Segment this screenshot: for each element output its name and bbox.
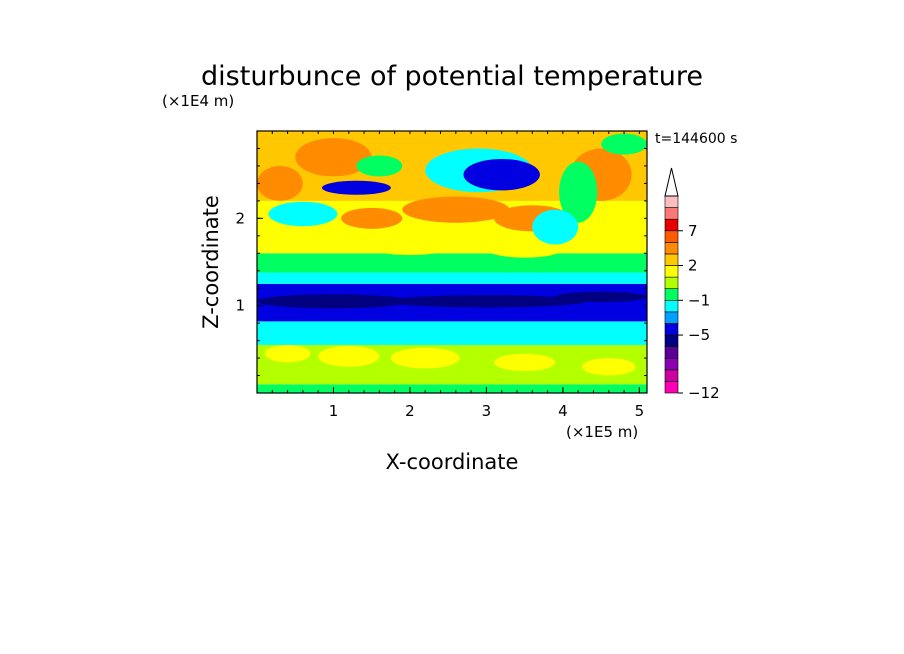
contour-blob (356, 155, 403, 177)
contour-blob (257, 165, 303, 201)
colorbar-swatch (664, 357, 679, 371)
colorbar-swatch (664, 381, 679, 394)
x-tick-label: 5 (635, 402, 645, 420)
contour-blob (318, 345, 380, 367)
contour-blob (559, 161, 598, 223)
colorbar-swatch (664, 218, 679, 232)
field-band (257, 321, 647, 345)
colorbar-swatch (664, 334, 679, 347)
colorbar-swatch (664, 299, 679, 313)
contour-blob (494, 353, 556, 372)
x-axis: 1 2 3 4 5 (271, 131, 645, 420)
contour-blob (390, 347, 460, 369)
x-unit-label: (×1E5 m) (566, 423, 638, 441)
plot-frame (256, 130, 648, 394)
x-tick-label: 4 (558, 402, 568, 420)
field-band (257, 272, 647, 284)
contour-blob (364, 234, 456, 256)
contour-blob (601, 133, 647, 155)
x-tick-label: 2 (405, 402, 415, 420)
contour-blob (257, 229, 334, 251)
x-axis-label: X-coordinate (386, 450, 519, 474)
colorbar-swatch (664, 207, 679, 220)
colorbar-swatch (664, 242, 679, 255)
y-unit-label: (×1E4 m) (162, 92, 234, 110)
colorbar-swatch (664, 253, 679, 266)
contour-blob (341, 207, 403, 229)
contour-blob (486, 240, 563, 258)
contour-blob (322, 180, 391, 195)
colorbar-swatch (664, 311, 679, 324)
colorbar: 7 2 −1 −5 −12 (664, 167, 720, 402)
colorbar-tick-label: 7 (688, 222, 698, 240)
colorbar-swatch (664, 369, 679, 382)
y-axis-label: Z-coordinate (199, 195, 223, 329)
colorbar-tick-label: 2 (688, 257, 698, 275)
colorbar-extend-arrow (664, 167, 679, 197)
y-tick-label: 1 (235, 297, 245, 315)
x-tick-label: 1 (329, 402, 339, 420)
field-band (257, 253, 647, 273)
y-tick-label: 2 (235, 209, 245, 227)
colorbar-tick-label: −1 (688, 291, 710, 309)
colorbar-swatch (664, 276, 679, 290)
time-label: t=144600 s (655, 131, 737, 147)
colorbar-tick-label: −12 (688, 384, 720, 402)
contour-blob (295, 137, 372, 177)
chart-title: disturbunce of potential temperature (201, 61, 703, 92)
contour-blob (268, 201, 338, 227)
contour-blob (257, 294, 410, 309)
colorbar-swatch (664, 288, 679, 301)
contour-blob (264, 344, 311, 363)
colorbar-swatch (664, 346, 679, 359)
x-tick-label: 3 (482, 402, 492, 420)
colorbar-swatch (664, 195, 679, 208)
contour-blob (402, 196, 510, 223)
colorbar-swatch (664, 230, 679, 243)
contour-blob (387, 295, 586, 308)
contour-blob (582, 358, 636, 376)
colorbar-tick-label: −5 (688, 326, 710, 344)
contour-field (257, 131, 647, 393)
contour-blob (532, 209, 579, 245)
contour-blob (463, 158, 540, 191)
y-axis: 12 (235, 147, 647, 377)
contour-blob (555, 291, 647, 303)
colorbar-swatch (664, 323, 679, 336)
colorbar-swatch (664, 265, 679, 278)
field-band (257, 384, 647, 393)
